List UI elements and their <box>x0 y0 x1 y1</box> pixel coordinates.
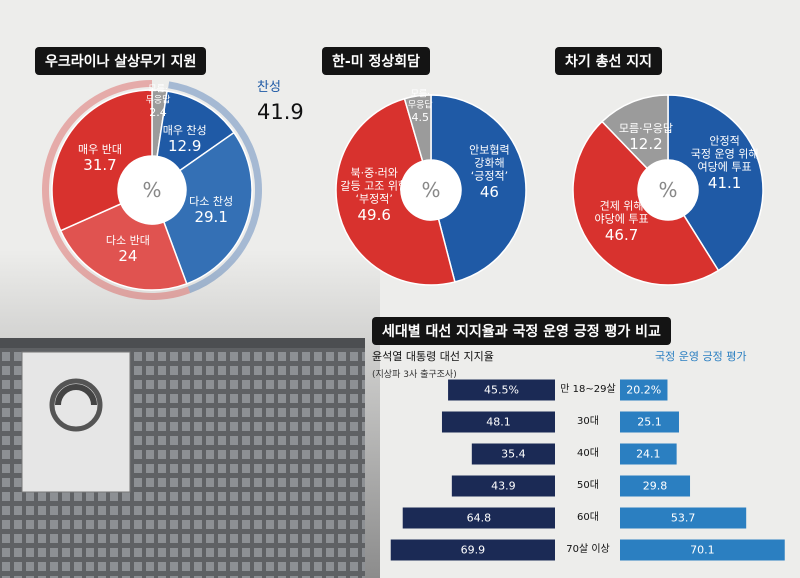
bar <box>448 379 555 401</box>
group-label: 찬성 <box>257 80 281 95</box>
slice-label: 모름· 무응답 <box>145 84 171 106</box>
slice-value: 29.1 <box>194 208 228 227</box>
bar <box>402 507 555 529</box>
slice-value: 2.4 <box>149 106 167 120</box>
photo-roof <box>0 338 365 348</box>
slice-label: 견제 위해 야당에 투표 <box>594 199 649 227</box>
category-label: 70살 이상 <box>566 544 610 555</box>
bar <box>471 443 555 465</box>
slice-label: 모름·무응답 <box>618 122 674 136</box>
chart-title: 우크라이나 살상무기 지원 <box>35 47 207 75</box>
slice-value: 41.1 <box>707 173 742 192</box>
chart-title: 차기 총선 지지 <box>555 47 663 75</box>
category-label: 50대 <box>577 480 599 491</box>
note: (지상파 3사 출구조사) <box>372 370 457 380</box>
category-label: 30대 <box>577 416 599 427</box>
value-label: 24.1 <box>636 447 661 461</box>
pie-hole <box>118 156 186 224</box>
slice-value: 12.9 <box>167 137 202 156</box>
bar <box>620 411 679 433</box>
center-label: % <box>142 178 162 202</box>
center-label: % <box>658 178 678 202</box>
photo-emblem <box>55 384 97 406</box>
bar <box>620 443 677 465</box>
value-label: 69.9 <box>460 543 486 557</box>
photo-emblem <box>49 378 103 432</box>
slice-value: 4.5 <box>411 110 430 124</box>
slice-label: 매우 반대 <box>78 143 122 157</box>
value-label: 43.9 <box>491 479 516 493</box>
chart-title: 한-미 정상회담 <box>322 47 430 75</box>
slice-label: 안정적 국정 운영 위해 여당에 투표 <box>690 134 759 174</box>
slice-value: 31.7 <box>83 156 117 175</box>
legend-label: 윤석열 대통령 대선 지지율 <box>372 350 494 363</box>
legend-label: 국정 운영 긍정 평가 <box>655 350 747 363</box>
slice-label: 북·중·러와 갈등 고조 위험 ‘부정적’ <box>340 166 409 206</box>
category-label: 60대 <box>577 512 599 523</box>
pie-hole <box>401 160 461 220</box>
slice-label: 다소 반대 <box>105 233 150 247</box>
slice-label: 모름· 무응답 <box>407 89 433 110</box>
bar <box>620 507 747 529</box>
slice-label: 매우 찬성 <box>162 124 207 138</box>
value-label: 64.8 <box>466 511 492 525</box>
chart-title: 세대별 대선 지지율과 국정 운영 긍정 평가 비교 <box>372 317 671 345</box>
slice-label: 안보협력 강화해 ‘긍정적’ <box>469 142 510 183</box>
slice-label: 다소 찬성 <box>189 195 234 209</box>
slice-value: 12.2 <box>629 135 663 154</box>
value-label: 25.1 <box>637 415 662 429</box>
photo-sign <box>21 351 131 493</box>
center-label: % <box>421 178 441 202</box>
slice-value: 46 <box>479 182 499 201</box>
category-label: 40대 <box>577 448 599 459</box>
bar <box>620 539 785 561</box>
photo <box>0 250 380 578</box>
bar <box>390 539 555 561</box>
slice-value: 46.7 <box>604 226 639 245</box>
value-label: 48.1 <box>486 415 511 429</box>
value-label: 70.1 <box>690 543 715 557</box>
value-label: 29.8 <box>642 479 668 493</box>
group-value: 41.9 <box>257 100 304 124</box>
slice-value: 49.6 <box>357 205 391 224</box>
value-label: 45.5% <box>484 383 520 397</box>
value-label: 20.2% <box>626 383 662 397</box>
bar <box>620 379 668 401</box>
bar <box>620 475 691 497</box>
bar <box>451 475 555 497</box>
slice-value: 24 <box>118 247 138 266</box>
value-label: 53.7 <box>670 511 696 525</box>
value-label: 35.4 <box>501 447 526 461</box>
bar <box>441 411 555 433</box>
category-label: 만 18~29살 <box>560 384 616 395</box>
pie-hole <box>638 160 698 220</box>
